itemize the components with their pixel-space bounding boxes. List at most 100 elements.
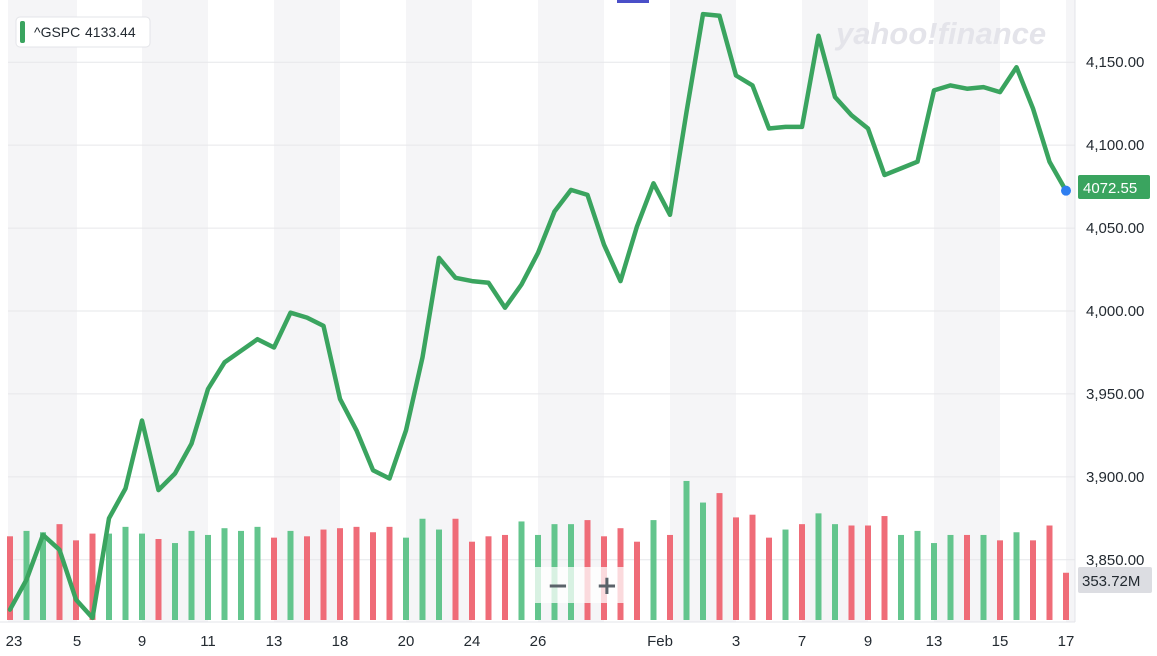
volume-bar	[320, 529, 327, 620]
yahoo-finance-watermark: yahoo!finance	[834, 16, 1046, 51]
last-price-label: 4072.55	[1083, 180, 1137, 197]
x-tick-label: 20	[398, 633, 415, 650]
volume-bar	[419, 518, 426, 620]
x-tick-label: 9	[864, 633, 872, 650]
legend-symbol: ^GSPC	[34, 24, 80, 40]
volume-bar	[634, 541, 640, 620]
volume-bar	[353, 526, 360, 620]
zoom-panel	[532, 567, 632, 603]
volume-bar	[881, 516, 888, 620]
volume-bar	[485, 536, 492, 620]
volume-bar	[337, 528, 343, 620]
volume-bar	[931, 543, 937, 620]
x-tick-label: 5	[73, 633, 81, 650]
y-tick-label: 3,900.00	[1086, 469, 1144, 486]
zoom-out-button[interactable]: −	[547, 571, 569, 601]
y-tick-label: 3,850.00	[1086, 552, 1144, 569]
volume-bar	[716, 493, 723, 620]
volume-bar	[683, 480, 690, 620]
volume-bar	[782, 529, 789, 620]
volume-bar	[370, 532, 376, 620]
zoom-in-button[interactable]: +	[596, 571, 618, 601]
volume-bar	[667, 534, 673, 620]
volume-bar	[502, 534, 508, 620]
volume-bar	[89, 533, 96, 620]
legend-color-marker	[20, 21, 25, 43]
legend-chip[interactable]: ^GSPC 4133.44	[15, 16, 151, 48]
x-tick-label: Feb	[647, 633, 673, 650]
x-tick-label: 9	[138, 633, 146, 650]
legend-box	[15, 16, 151, 48]
zoom-controls: − +	[532, 567, 632, 603]
y-tick-label: 4,150.00	[1086, 54, 1144, 71]
volume-bar	[518, 521, 525, 620]
volume-bar	[304, 536, 310, 620]
volume-bar	[40, 532, 46, 620]
x-tick-label: 26	[530, 633, 547, 650]
price-series	[7, 11, 1071, 621]
volume-label: 353.72M	[1082, 573, 1140, 590]
volume-bar	[238, 530, 244, 620]
volume-bar	[997, 540, 1003, 620]
volume-bar	[700, 502, 706, 620]
last-point-dot	[1061, 185, 1071, 196]
volume-bar	[749, 514, 756, 620]
volume-bar	[188, 530, 195, 620]
top-scroll-indicator	[617, 0, 649, 3]
y-tick-label: 4,000.00	[1086, 303, 1144, 320]
volume-bar	[106, 533, 112, 620]
volume-bar	[848, 525, 855, 620]
y-tick-label: 4,100.00	[1086, 137, 1144, 154]
volume-bar	[155, 539, 162, 620]
volume-bar	[386, 526, 393, 620]
volume-bar	[650, 520, 657, 620]
volume-bar	[1063, 572, 1069, 620]
volume-bar	[56, 524, 63, 620]
volume-bar	[947, 534, 954, 620]
volume-bar	[403, 537, 409, 620]
volume-bar	[1046, 525, 1053, 620]
last-price-badge	[1078, 175, 1150, 199]
x-tick-label: 3	[732, 633, 740, 650]
volume-bar	[122, 526, 129, 620]
y-tick-label: 3,950.00	[1086, 386, 1144, 403]
volume-bar	[964, 534, 970, 620]
volume-bar	[832, 524, 838, 620]
volume-bar	[205, 534, 211, 620]
volume-bar	[1030, 540, 1036, 620]
volume-bar	[898, 534, 904, 620]
volume-bar	[469, 541, 475, 620]
volume-bar	[436, 529, 442, 620]
volume-bar	[733, 517, 739, 620]
volume-bar	[73, 540, 79, 620]
volume-bar	[799, 524, 805, 620]
volume-bar	[980, 534, 987, 620]
volume-bar	[172, 543, 178, 620]
volume-bar	[254, 526, 261, 620]
volume-bar	[865, 525, 871, 620]
last-price-marker: 4072.55	[1078, 175, 1150, 199]
y-axis: 3,850.00 3,900.00 3,950.00 4,000.00 4,050.00…	[1086, 54, 1144, 569]
volume-marker: 353.72M	[1078, 567, 1152, 593]
legend-value: 4133.44	[85, 24, 136, 40]
x-tick-label: 13	[266, 633, 283, 650]
volume-bar	[452, 518, 459, 620]
y-tick-label: 4,050.00	[1086, 220, 1144, 237]
volume-bar	[287, 530, 294, 620]
x-tick-label: 18	[332, 633, 349, 650]
volume-bar	[7, 536, 13, 620]
x-tick-label: 23	[6, 633, 23, 650]
volume-bar	[221, 528, 228, 620]
x-axis: 23 5 9 11 13 18 20 24 26 Feb 3 7 9 13 15 17	[6, 633, 1075, 650]
x-tick-label: 24	[464, 633, 481, 650]
price-line	[7, 11, 1069, 621]
x-tick-label: 7	[798, 633, 806, 650]
volume-bar	[914, 530, 921, 620]
volume-bar	[1013, 532, 1020, 620]
volume-bar	[766, 537, 772, 620]
volume-badge	[1078, 567, 1152, 593]
grid-lines	[0, 0, 1076, 623]
x-tick-label: 13	[926, 633, 943, 650]
